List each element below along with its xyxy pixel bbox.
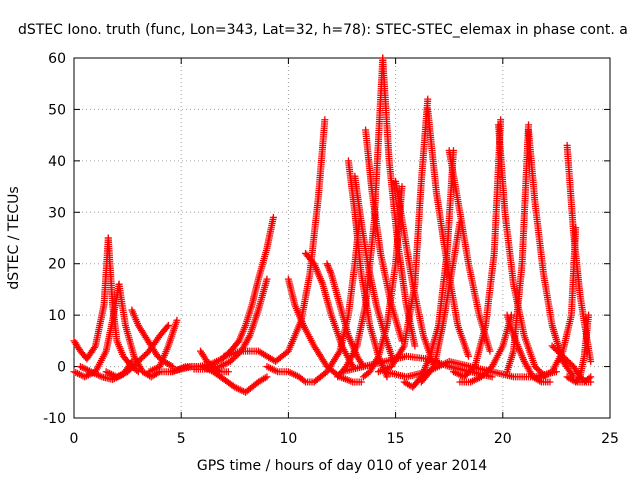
data-point-marker bbox=[300, 377, 308, 385]
data-series-43 bbox=[381, 357, 560, 381]
data-series-12 bbox=[199, 363, 271, 396]
data-point-marker bbox=[585, 374, 593, 382]
data-point-marker bbox=[585, 311, 593, 319]
y-axis-label: dSTEC / TECUs bbox=[6, 186, 22, 289]
y-tick-label: 40 bbox=[48, 154, 66, 170]
x-tick-label: 5 bbox=[177, 431, 186, 447]
data-point-marker bbox=[424, 95, 432, 103]
data-point-marker bbox=[90, 344, 98, 352]
data-series-23 bbox=[362, 126, 406, 345]
data-point-marker bbox=[546, 378, 554, 386]
data-series-16 bbox=[302, 249, 357, 371]
data-point-marker bbox=[575, 374, 583, 382]
grid-lines bbox=[74, 58, 610, 418]
data-point-marker bbox=[411, 342, 419, 350]
data-point-marker bbox=[263, 275, 271, 283]
data-series-36 bbox=[525, 126, 578, 381]
data-series-34 bbox=[503, 311, 554, 386]
x-axis-label: GPS time / hours of day 010 of year 2014 bbox=[197, 458, 487, 474]
y-tick-label: 20 bbox=[48, 257, 66, 273]
data-series-14 bbox=[263, 363, 318, 386]
data-series-41 bbox=[563, 373, 595, 386]
data-point-marker bbox=[587, 373, 595, 381]
data-point-marker bbox=[164, 321, 172, 329]
y-tick-labels: -10 0 10 20 30 40 50 60 bbox=[43, 51, 66, 427]
x-tick-label: 20 bbox=[494, 431, 512, 447]
x-tick-label: 15 bbox=[387, 431, 405, 447]
y-tick-label: 10 bbox=[48, 308, 66, 324]
y-tick-label: 60 bbox=[48, 51, 66, 67]
data-point-marker bbox=[464, 352, 472, 360]
data-series-24 bbox=[379, 54, 419, 350]
axis-ticks bbox=[73, 57, 611, 419]
data-series-7 bbox=[145, 316, 181, 376]
data-point-marker bbox=[486, 347, 494, 355]
data-point-marker bbox=[587, 357, 595, 365]
data-point-marker bbox=[269, 213, 277, 221]
data-series-29 bbox=[424, 105, 472, 360]
data-point-marker bbox=[224, 368, 232, 376]
y-tick-label: 0 bbox=[57, 360, 66, 376]
data-point-marker bbox=[321, 116, 329, 124]
plot-frame bbox=[73, 57, 611, 419]
data-point-marker bbox=[552, 368, 560, 376]
x-tick-label: 10 bbox=[279, 431, 297, 447]
data-point-marker bbox=[357, 378, 365, 386]
data-point-marker bbox=[263, 373, 271, 381]
data-point-marker bbox=[398, 183, 406, 191]
data-series-13 bbox=[220, 116, 329, 365]
data-series-35 bbox=[503, 121, 533, 376]
data-series-38 bbox=[563, 141, 595, 365]
x-tick-label: 0 bbox=[70, 431, 79, 447]
data-series-layer bbox=[70, 54, 595, 396]
data-point-marker bbox=[497, 116, 505, 124]
data-point-marker bbox=[163, 323, 171, 331]
y-tick-label: -10 bbox=[43, 411, 66, 427]
chart-title: dSTEC Iono. truth (func, Lon=343, Lat=32… bbox=[18, 22, 628, 38]
y-tick-label: 50 bbox=[48, 102, 66, 118]
x-tick-labels: 0 5 10 15 20 25 bbox=[70, 431, 619, 447]
data-point-marker bbox=[173, 316, 181, 324]
data-series-6 bbox=[102, 321, 172, 381]
y-tick-label: 30 bbox=[48, 205, 66, 221]
x-tick-label: 25 bbox=[601, 431, 619, 447]
